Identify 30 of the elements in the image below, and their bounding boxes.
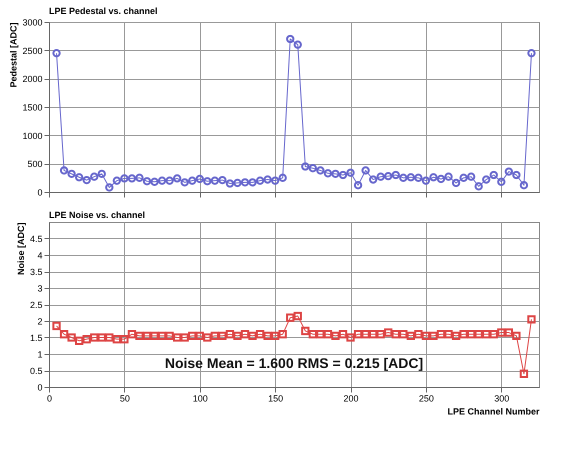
y-tick-label: 4 (37, 250, 42, 260)
chart-title: LPE Pedestal vs. channel (49, 6, 158, 16)
x-tick-label: 100 (192, 394, 208, 404)
y-tick-label: 0 (37, 382, 42, 392)
chart-title: LPE Noise vs. channel (49, 210, 146, 220)
y-tick-label: 500 (27, 159, 42, 170)
y-tick-label: 2000 (22, 74, 42, 84)
y-tick-label: 2 (37, 316, 42, 326)
y-tick-label: 2500 (22, 46, 42, 56)
y-tick-label: 3.5 (30, 267, 42, 277)
y-tick-label: 1.5 (30, 333, 42, 343)
y-axis-title: Noise [ADC] (16, 222, 26, 276)
annotation: Noise Mean = 1.600 RMS = 0.215 [ADC] (164, 354, 424, 371)
y-axis-title: Pedestal [ADC] (8, 22, 18, 88)
y-tick-label: 3000 (22, 18, 42, 28)
x-axis-title: LPE Channel Number (447, 406, 540, 416)
x-tick-label: 150 (268, 394, 284, 404)
y-tick-label: 0 (37, 188, 42, 198)
x-tick-label: 0 (46, 394, 52, 404)
y-tick-label: 2.5 (30, 300, 42, 310)
x-tick-label: 300 (494, 394, 510, 404)
x-tick-label: 250 (418, 394, 434, 404)
y-tick-label: 1000 (22, 130, 42, 141)
x-tick-label: 200 (344, 394, 359, 404)
y-tick-label: 3 (37, 284, 42, 294)
y-tick-label: 1 (37, 350, 42, 360)
y-tick-label: 0.5 (30, 366, 42, 376)
x-tick-label: 50 (120, 394, 130, 404)
y-tick-label: 1500 (22, 102, 42, 112)
y-tick-label: 4.5 (30, 234, 42, 244)
